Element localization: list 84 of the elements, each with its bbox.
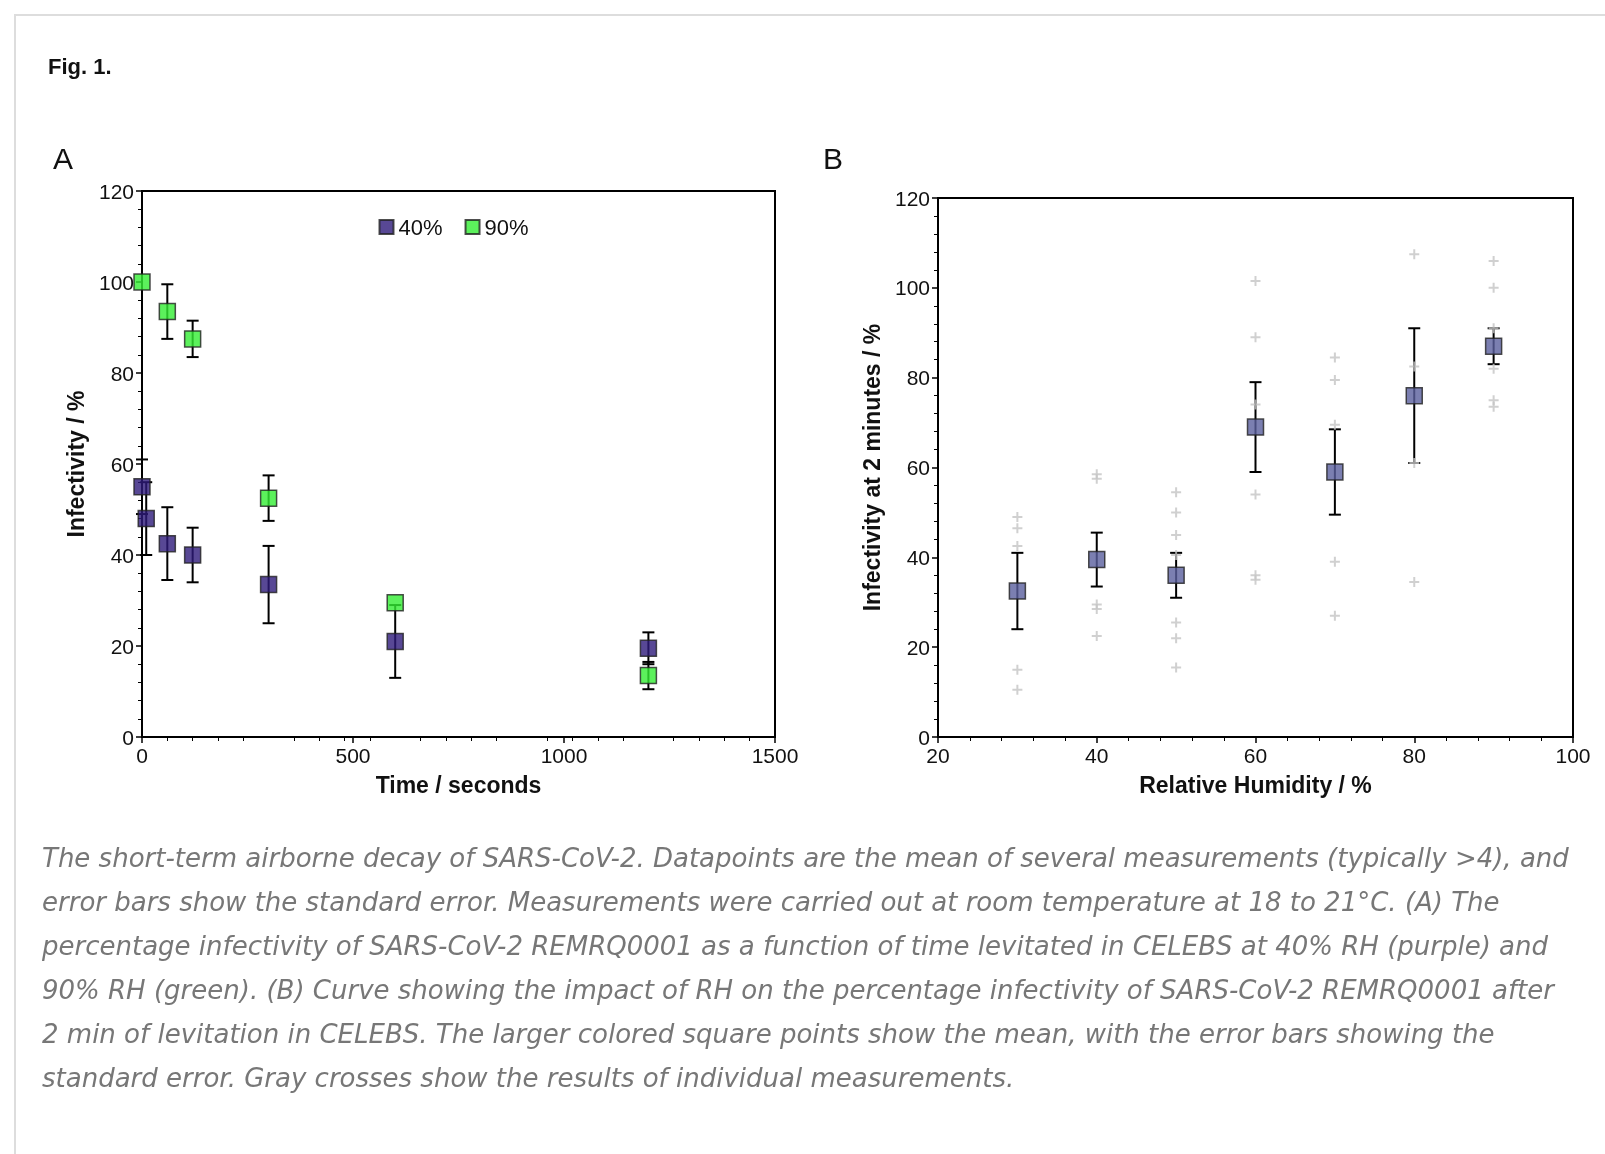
point	[259, 575, 278, 594]
point	[1012, 511, 1023, 522]
point	[1409, 458, 1420, 469]
point	[1329, 610, 1340, 621]
point	[1488, 401, 1499, 412]
point	[1409, 249, 1420, 260]
point	[639, 639, 658, 658]
x-axis-title: Time / seconds	[375, 771, 542, 798]
x-tick-label: 0	[136, 744, 148, 767]
point	[1012, 541, 1023, 552]
point	[1171, 507, 1182, 518]
point	[1250, 332, 1261, 343]
point	[1409, 361, 1420, 372]
point	[259, 489, 278, 507]
caption: Fig. 1.	[48, 54, 112, 80]
y-tick-label: 20	[906, 635, 930, 659]
point	[137, 509, 155, 528]
point	[183, 330, 202, 348]
y-tick-label: 40	[906, 545, 930, 569]
point	[1171, 633, 1182, 644]
point	[1250, 574, 1261, 585]
point	[1012, 523, 1023, 534]
point	[1091, 630, 1102, 641]
point	[386, 632, 404, 651]
x-tick-label: 1500	[751, 744, 799, 767]
x-tick-label: 500	[335, 744, 371, 767]
point	[386, 594, 404, 612]
point	[1329, 419, 1340, 430]
y-tick-label: 0	[122, 725, 134, 749]
point	[1246, 418, 1265, 436]
point	[1250, 276, 1261, 287]
point	[1329, 556, 1340, 567]
chart-title: B	[823, 141, 844, 175]
point	[158, 534, 177, 553]
y-axis-title: Infectivity at 2 minutes / %	[858, 323, 885, 612]
point	[1488, 282, 1499, 293]
point	[1091, 603, 1102, 614]
y-tick-label: 120	[98, 179, 134, 203]
y-tick-label: 80	[906, 366, 930, 390]
chart-title: A	[53, 141, 74, 175]
point	[133, 478, 151, 496]
text: The short-term airborne decay of SARS-CoV-2. Datapoints are the mean of several measurements (typically >4), and error bars show the standard error. Measurements were carried out at room temperature at 18 to 21°C. (A) The percentage infectivity of SARS-CoV-2 REMRQ0001 as a function of time levitated in CELEBS at 40% RH (purple) and 90% RH (green). (B) Curve showing the impact of RH on the percentage infectivity of SARS-CoV-2 REMRQ0001 after 2 min of levitation in CELEBS. The larger colored square points show the mean, with the error bars showing the standard error. Gray crosses show the results of individual measurements.	[42, 842, 1570, 1095]
point	[133, 273, 151, 291]
x-axis-title: Relative Humidity / %	[1139, 771, 1372, 798]
x-tick-label: 100	[1555, 744, 1591, 767]
point	[1171, 662, 1182, 673]
legend-label: 90%	[484, 214, 529, 240]
point	[1488, 255, 1499, 266]
x-tick-label: 1000	[540, 744, 588, 767]
point	[1488, 363, 1499, 374]
y-tick-label: 100	[98, 270, 134, 294]
point	[1171, 487, 1182, 498]
point	[1484, 337, 1503, 355]
point	[1488, 323, 1499, 334]
point	[1088, 550, 1106, 569]
point	[1405, 386, 1423, 405]
point	[1250, 399, 1261, 410]
x-tick-label: 60	[1243, 744, 1268, 767]
legend-label: 40%	[398, 214, 443, 240]
x-tick-label: 80	[1402, 744, 1426, 767]
y-tick-label: 120	[894, 186, 930, 210]
point	[1012, 684, 1023, 695]
y-axis-title: Infectivity / %	[62, 390, 89, 538]
point	[1012, 664, 1023, 675]
x-tick-label: 40	[1085, 744, 1109, 767]
point	[1171, 550, 1182, 561]
point	[1171, 529, 1182, 540]
y-tick-label: 20	[110, 634, 134, 658]
point	[1329, 352, 1340, 363]
y-tick-label: 80	[110, 361, 134, 385]
y-tick-label: 40	[110, 543, 134, 567]
point	[158, 302, 177, 321]
point	[1171, 617, 1182, 628]
point	[1326, 463, 1344, 481]
point	[1409, 577, 1420, 588]
y-tick-label: 60	[906, 456, 930, 479]
y-tick-label: 60	[110, 452, 134, 476]
point	[1250, 489, 1261, 500]
point	[1008, 582, 1027, 600]
point	[1091, 473, 1102, 484]
point	[1329, 374, 1340, 385]
y-tick-label: 100	[894, 276, 930, 300]
point	[183, 546, 202, 564]
point	[1167, 566, 1185, 585]
